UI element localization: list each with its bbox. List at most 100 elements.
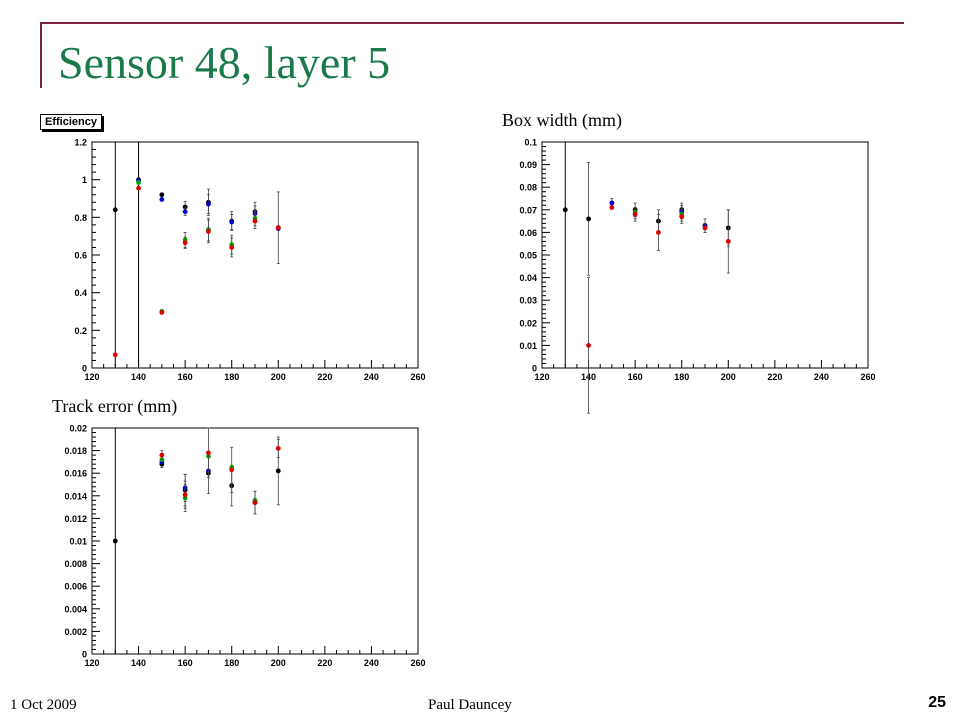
data-point: [702, 225, 708, 231]
x-tick-label: 160: [178, 372, 193, 382]
series-3: [112, 185, 281, 358]
x-tick-label: 220: [317, 372, 332, 382]
y-tick-label: 0.08: [519, 183, 537, 193]
y-tick-label: 0.01: [519, 341, 537, 351]
footer-author: Paul Dauncey: [428, 697, 512, 713]
data-point: [275, 225, 281, 231]
data-point: [275, 445, 281, 451]
y-tick-label: 0.016: [64, 469, 87, 479]
plot-frame: [91, 427, 419, 655]
plot-frame: [91, 141, 419, 369]
data-point: [609, 205, 615, 210]
box-width-chart-title: Box width (mm): [502, 110, 622, 130]
x-tick-label: 260: [860, 372, 875, 382]
x-tick-label: 180: [224, 658, 239, 668]
data-point: [159, 310, 165, 315]
track-error-chart: 0 0.002 0.004 0.006 0.008 0.01 0.012 0.014 0.016…: [64, 424, 425, 669]
data-point: [136, 185, 141, 191]
y-tick-label: 0.1: [524, 138, 537, 148]
x-tick-label: 120: [84, 658, 99, 668]
y-tick-label: 0.06: [519, 228, 537, 238]
y-tick-label: 0.008: [64, 559, 87, 569]
data-point: [112, 207, 118, 213]
data-point: [182, 209, 188, 215]
data-point: [609, 200, 615, 206]
data-point: [206, 201, 211, 207]
x-tick-label: 200: [721, 372, 736, 382]
data-point: [182, 492, 188, 498]
track-error-chart-title: Track error (mm): [52, 396, 178, 416]
box-width-chart: 0 0.01 0.02 0.03 0.04 0.05 0.06 0.07 0.08 0.09 0.1…: [519, 138, 876, 414]
data-point: [112, 538, 118, 544]
data-point: [206, 450, 211, 456]
data-point: [159, 452, 165, 458]
series-3: [586, 205, 731, 414]
plot-frame: [541, 141, 869, 369]
data-point: [136, 180, 141, 185]
y-tick-label: 1.2: [74, 138, 87, 148]
data-point: [586, 343, 591, 348]
y-tick-label: 0.4: [74, 288, 87, 298]
y-tick-label: 0: [532, 364, 537, 374]
data-point: [229, 219, 235, 225]
data-point: [159, 197, 165, 202]
x-tick-label: 160: [628, 372, 643, 382]
y-tick-label: 0.05: [519, 251, 537, 261]
y-tick-label: 0.09: [519, 160, 537, 170]
data-point: [206, 229, 211, 234]
y-tick-label: 0.01: [69, 537, 87, 547]
slide-left-rule: [40, 22, 42, 88]
efficiency-chart-title: Efficiency: [40, 114, 102, 130]
footer-date: 1 Oct 2009: [10, 697, 77, 713]
x-tick-label: 240: [364, 372, 379, 382]
y-tick-label: 0.02: [519, 318, 537, 328]
data-point: [562, 207, 568, 213]
y-tick-label: 0.014: [64, 491, 87, 501]
series-3: [159, 427, 281, 515]
x-tick-label: 200: [271, 658, 286, 668]
y-tick-label: 0.02: [69, 424, 87, 434]
y-tick-label: 0.012: [64, 514, 87, 524]
data-point: [632, 211, 638, 217]
data-point: [679, 214, 685, 219]
y-tick-label: 0: [82, 364, 87, 374]
x-tick-label: 180: [224, 372, 239, 382]
x-tick-label: 220: [317, 658, 332, 668]
x-tick-label: 240: [814, 372, 829, 382]
y-tick-label: 0.04: [519, 273, 537, 283]
data-point: [656, 230, 661, 235]
data-point: [586, 216, 591, 222]
data-point: [112, 352, 118, 358]
y-tick-label: 0.07: [519, 205, 537, 215]
y-tick-label: 0.018: [64, 446, 87, 456]
x-tick-label: 220: [767, 372, 782, 382]
y-tick-label: 0.03: [519, 296, 537, 306]
y-tick-label: 0.004: [64, 604, 87, 614]
y-tick-label: 1: [82, 175, 87, 185]
slide-top-rule: [40, 22, 904, 24]
data-point: [725, 239, 731, 244]
y-tick-label: 0.006: [64, 582, 87, 592]
x-tick-label: 180: [674, 372, 689, 382]
data-point: [275, 468, 281, 474]
data-point: [159, 192, 165, 198]
x-tick-label: 120: [84, 372, 99, 382]
x-tick-label: 160: [178, 658, 193, 668]
y-tick-label: 0.2: [74, 326, 87, 336]
data-point: [252, 500, 258, 505]
y-tick-label: 0.002: [64, 627, 87, 637]
data-point: [229, 245, 235, 250]
x-tick-label: 120: [534, 372, 549, 382]
x-tick-label: 240: [364, 658, 379, 668]
y-tick-label: 0.8: [74, 213, 87, 223]
x-tick-label: 200: [271, 372, 286, 382]
page-number: 25: [928, 694, 946, 711]
x-tick-label: 260: [410, 372, 425, 382]
slide-title: Sensor 48, layer 5: [58, 37, 391, 88]
data-point: [182, 240, 188, 246]
data-point: [229, 467, 235, 473]
x-tick-label: 140: [131, 658, 146, 668]
x-tick-label: 260: [410, 658, 425, 668]
y-tick-label: 0.6: [74, 251, 87, 261]
efficiency-chart: 0 0.2 0.4 0.6 0.8 1 1.2 120 140 160 180 200 220 240 26…: [74, 138, 425, 383]
